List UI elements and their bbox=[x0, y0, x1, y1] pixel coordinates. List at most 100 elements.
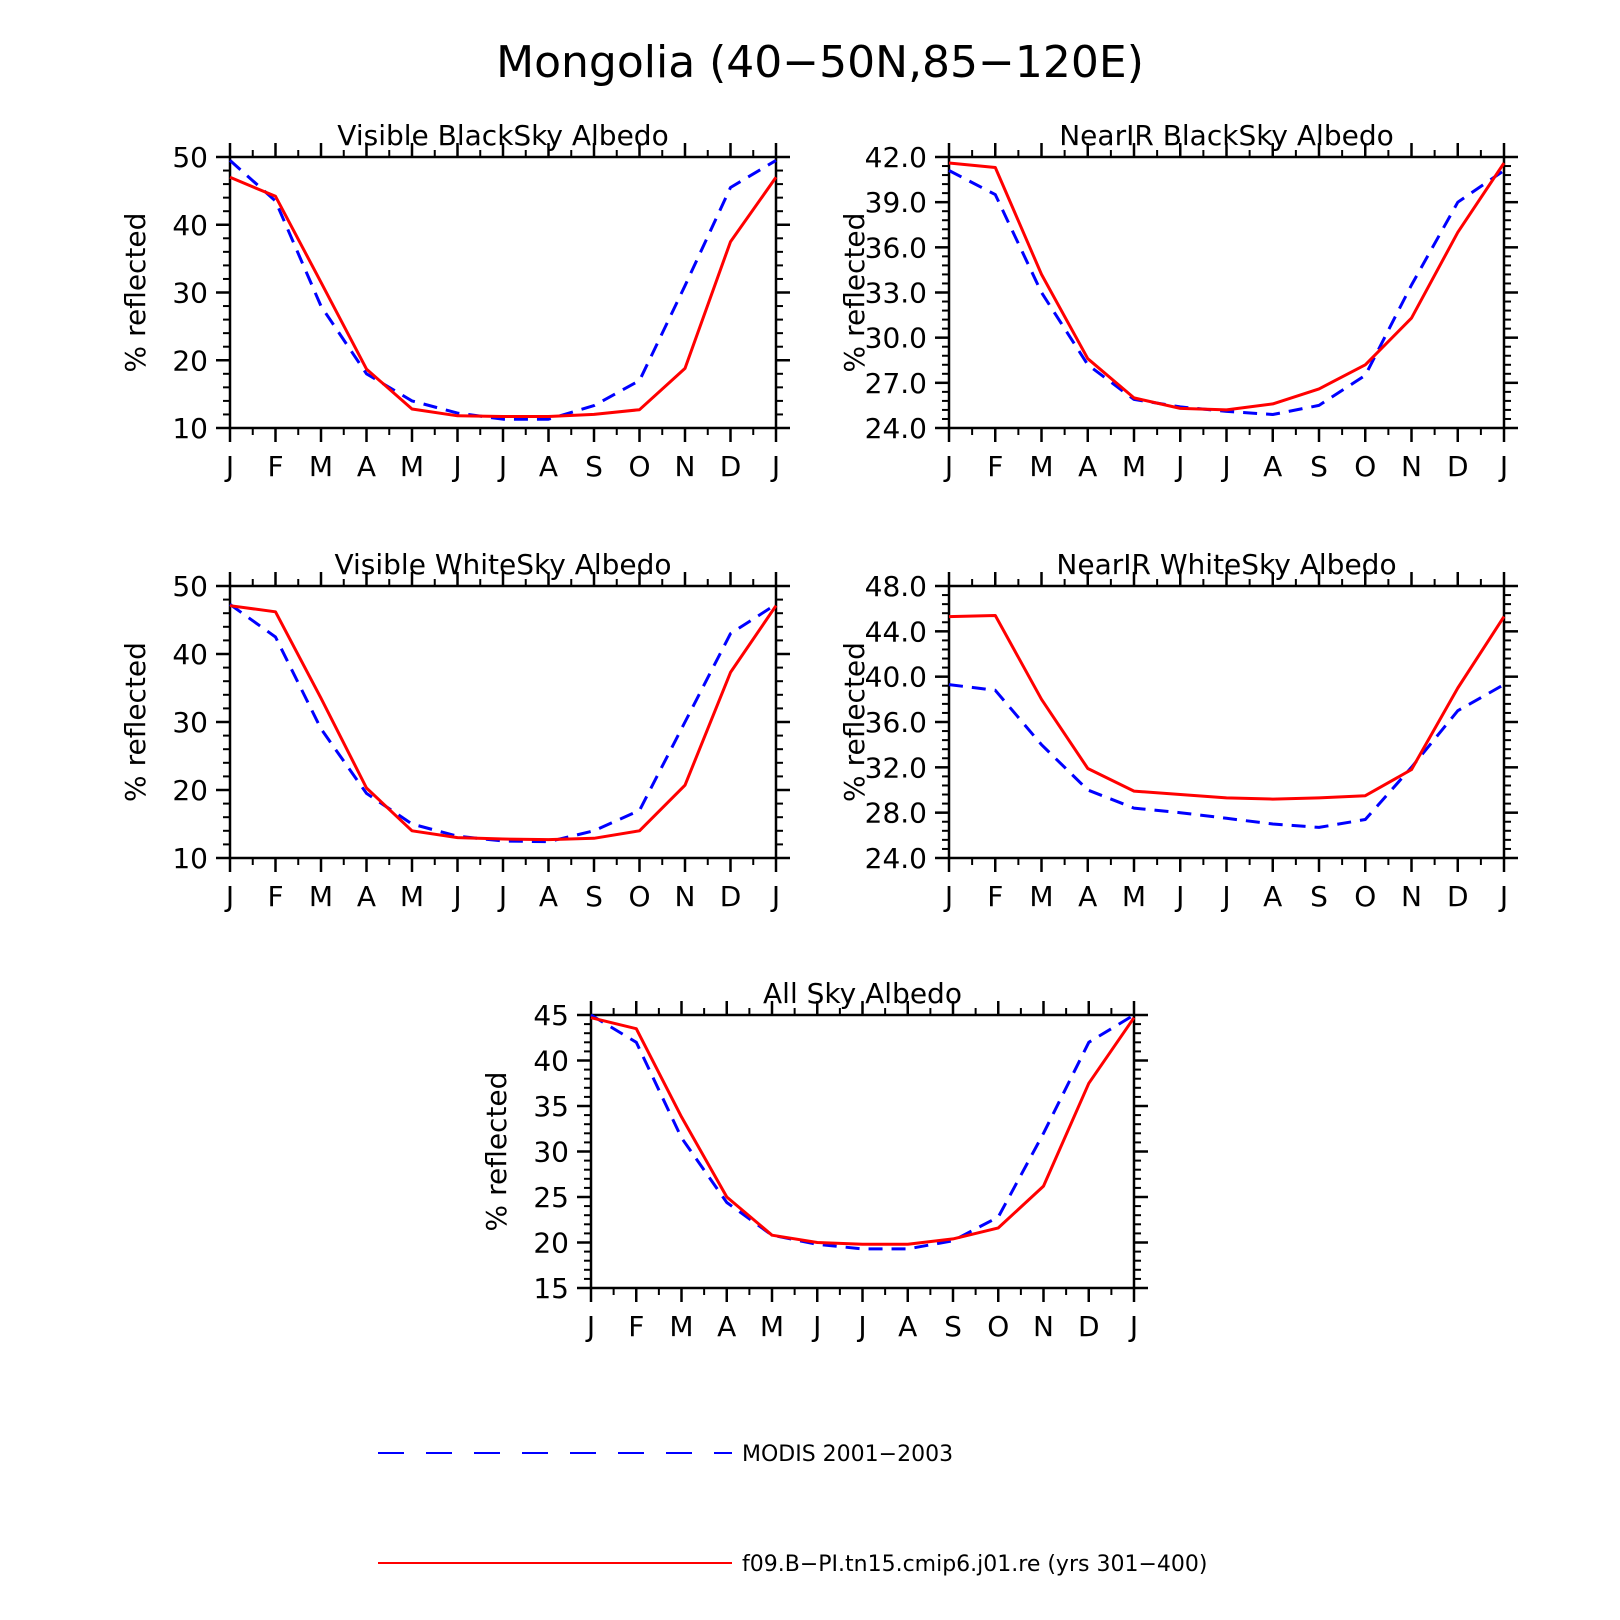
y-tick-label: 42.0 bbox=[865, 141, 927, 174]
x-tick-label: M bbox=[669, 1310, 693, 1343]
y-axis-label: % reflected bbox=[119, 642, 152, 802]
y-axis-label: % reflected bbox=[838, 213, 871, 373]
series-line-modis bbox=[590, 1013, 1135, 1251]
x-tick-label: A bbox=[539, 880, 558, 913]
x-tick-label: M bbox=[1122, 450, 1146, 483]
x-tick-label: M bbox=[309, 450, 333, 483]
x-tick-label: N bbox=[1033, 1310, 1054, 1343]
x-tick-label: F bbox=[267, 450, 283, 483]
x-tick-label: J bbox=[856, 1310, 866, 1343]
y-tick-label: 44.0 bbox=[865, 615, 927, 648]
x-tick-label: A bbox=[1263, 880, 1282, 913]
x-tick-label: N bbox=[675, 450, 696, 483]
plot-frame bbox=[228, 155, 778, 430]
x-tick-label: D bbox=[720, 450, 742, 483]
y-tick-label: 28.0 bbox=[865, 797, 927, 830]
x-tick-label: O bbox=[1354, 450, 1376, 483]
x-tick-label: J bbox=[943, 880, 953, 913]
x-tick-label: N bbox=[1401, 450, 1422, 483]
plot-frame bbox=[589, 1013, 1136, 1290]
y-tick-label: 40.0 bbox=[865, 661, 927, 694]
y-tick-label: 15 bbox=[533, 1272, 569, 1305]
x-tick-label: S bbox=[585, 880, 603, 913]
x-tick-label: J bbox=[1498, 450, 1508, 483]
y-tick-label: 32.0 bbox=[865, 751, 927, 784]
y-tick-label: 24.0 bbox=[865, 842, 927, 875]
x-tick-label: M bbox=[1029, 450, 1053, 483]
x-tick-label: O bbox=[1354, 880, 1376, 913]
y-tick-label: 30 bbox=[533, 1136, 569, 1169]
x-tick-label: J bbox=[497, 880, 507, 913]
x-tick-label: S bbox=[1310, 880, 1328, 913]
x-tick-label: D bbox=[1078, 1310, 1100, 1343]
x-tick-label: J bbox=[770, 880, 780, 913]
y-axis-label: % reflected bbox=[480, 1072, 513, 1232]
y-tick-label: 20 bbox=[172, 344, 208, 377]
y-tick-label: 35 bbox=[533, 1090, 569, 1123]
x-tick-label: M bbox=[400, 880, 424, 913]
series-line-model bbox=[229, 604, 778, 842]
y-tick-label: 48.0 bbox=[865, 570, 927, 603]
y-tick-label: 33.0 bbox=[865, 277, 927, 310]
y-tick-label: 50 bbox=[172, 570, 208, 603]
series-line-model bbox=[948, 614, 1506, 801]
series-line-modis bbox=[229, 603, 777, 844]
legend-obs-label: MODIS 2001−2003 bbox=[742, 1442, 953, 1467]
y-tick-label: 30 bbox=[172, 277, 208, 310]
y-tick-label: 50 bbox=[172, 141, 208, 174]
x-tick-label: A bbox=[357, 880, 376, 913]
x-tick-label: M bbox=[760, 1310, 784, 1343]
series-line-model bbox=[590, 1016, 1136, 1246]
x-tick-label: M bbox=[309, 880, 333, 913]
x-tick-label: A bbox=[357, 450, 376, 483]
x-tick-label: N bbox=[1401, 880, 1422, 913]
y-tick-label: 40 bbox=[172, 209, 208, 242]
x-tick-label: J bbox=[224, 450, 234, 483]
y-tick-label: 30.0 bbox=[865, 322, 927, 355]
x-tick-label: N bbox=[675, 880, 696, 913]
x-tick-label: S bbox=[944, 1310, 962, 1343]
x-tick-label: M bbox=[400, 450, 424, 483]
y-tick-label: 10 bbox=[172, 412, 208, 445]
x-tick-label: M bbox=[1029, 880, 1053, 913]
y-tick-label: 40 bbox=[533, 1045, 569, 1078]
x-tick-label: J bbox=[1220, 450, 1230, 483]
y-tick-label: 25 bbox=[533, 1181, 569, 1214]
x-tick-label: J bbox=[1174, 450, 1184, 483]
legend-model-label: f09.B−PI.tn15.cmip6.j01.re (yrs 301−400) bbox=[742, 1552, 1207, 1577]
x-tick-label: O bbox=[628, 450, 650, 483]
x-tick-label: S bbox=[1310, 450, 1328, 483]
x-tick-label: J bbox=[1174, 880, 1184, 913]
x-tick-label: A bbox=[539, 450, 558, 483]
x-tick-label: J bbox=[224, 880, 234, 913]
x-tick-label: J bbox=[451, 880, 461, 913]
y-tick-label: 27.0 bbox=[865, 367, 927, 400]
x-tick-label: D bbox=[1447, 880, 1469, 913]
series-line-model bbox=[948, 161, 1506, 412]
x-tick-label: J bbox=[585, 1310, 595, 1343]
x-tick-label: A bbox=[898, 1310, 917, 1343]
x-tick-label: O bbox=[628, 880, 650, 913]
plot-frame bbox=[947, 155, 1506, 430]
x-tick-label: J bbox=[451, 450, 461, 483]
figure-title: Mongolia (40−50N,85−120E) bbox=[496, 37, 1144, 88]
x-tick-label: F bbox=[987, 880, 1003, 913]
y-tick-label: 40 bbox=[172, 638, 208, 671]
y-tick-label: 20 bbox=[172, 774, 208, 807]
x-tick-label: S bbox=[585, 450, 603, 483]
x-tick-label: J bbox=[1128, 1310, 1138, 1343]
x-tick-label: A bbox=[1078, 880, 1097, 913]
plot-frame bbox=[228, 584, 778, 860]
x-tick-label: M bbox=[1122, 880, 1146, 913]
y-tick-label: 30 bbox=[172, 706, 208, 739]
y-tick-label: 45 bbox=[533, 999, 569, 1032]
x-tick-label: J bbox=[1220, 880, 1230, 913]
x-tick-label: D bbox=[720, 880, 742, 913]
x-tick-label: A bbox=[1263, 450, 1282, 483]
